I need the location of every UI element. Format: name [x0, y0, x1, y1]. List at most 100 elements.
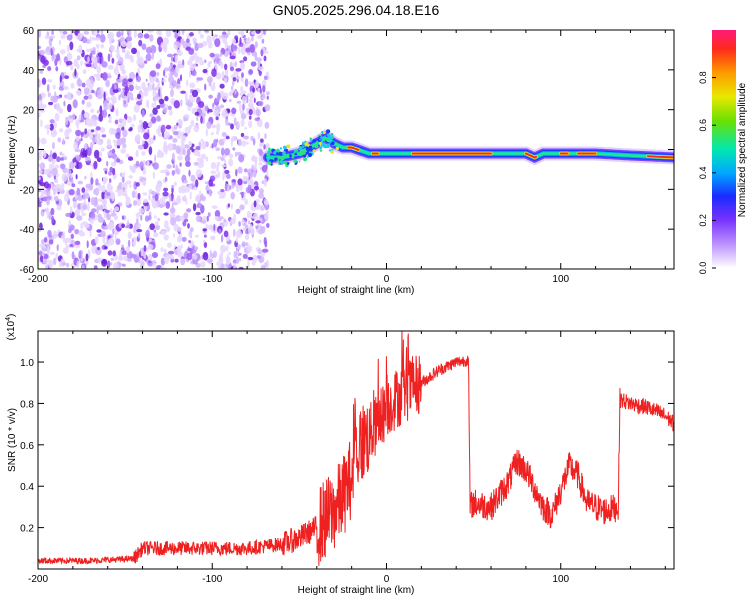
noise-blob	[220, 62, 224, 69]
noise-blob	[227, 203, 230, 208]
noise-blob	[111, 148, 116, 154]
signal-speckle	[303, 157, 308, 162]
noise-blob	[62, 247, 69, 254]
noise-blob	[53, 175, 57, 180]
noise-blob	[154, 97, 157, 107]
noise-blob	[202, 215, 208, 220]
noise-blob	[95, 91, 98, 98]
noise-blob	[66, 167, 70, 175]
noise-blob	[218, 263, 221, 269]
noise-blob	[251, 31, 256, 35]
noise-blob	[217, 190, 222, 196]
noise-blob	[163, 220, 169, 229]
spectrogram-ytick-label: -20	[20, 185, 35, 196]
snr-xlabel: Height of straight line (km)	[298, 585, 415, 596]
noise-blob	[132, 114, 137, 122]
noise-blob	[202, 68, 208, 74]
noise-blob	[144, 60, 148, 64]
noise-blob	[174, 41, 180, 46]
noise-blob	[170, 62, 173, 67]
noise-blob	[107, 53, 111, 62]
noise-blob	[173, 69, 177, 76]
noise-blob	[125, 201, 130, 206]
noise-blob	[56, 244, 59, 252]
signal-speckle	[322, 136, 325, 139]
noise-blob	[239, 37, 242, 45]
noise-blob	[198, 30, 201, 35]
snr-ytick-label: 1.0	[20, 358, 34, 369]
signal-speckle	[280, 160, 285, 165]
noise-blob	[49, 123, 54, 131]
noise-blob	[61, 262, 67, 266]
noise-blob	[153, 203, 159, 208]
noise-blob	[260, 217, 263, 223]
noise-blob	[94, 129, 98, 134]
noise-blob	[264, 121, 270, 129]
noise-blob	[193, 124, 200, 133]
noise-blob	[112, 250, 116, 257]
noise-blob	[171, 56, 173, 62]
noise-blob	[258, 188, 264, 195]
noise-blob	[172, 30, 177, 33]
noise-blob	[204, 83, 207, 91]
noise-blob	[149, 70, 157, 77]
noise-blob	[247, 226, 251, 235]
noise-blob	[135, 75, 142, 83]
noise-blob	[205, 106, 209, 111]
noise-blob	[68, 115, 73, 119]
noise-blob	[137, 233, 141, 239]
noise-blob	[244, 126, 248, 130]
spectrogram-xtick-label: 0	[384, 274, 390, 285]
noise-blob	[42, 209, 45, 213]
noise-blob	[47, 79, 53, 83]
noise-blob	[195, 55, 200, 63]
noise-blob	[45, 189, 51, 197]
noise-blob	[146, 99, 150, 109]
noise-blob	[80, 132, 83, 138]
noise-blob	[47, 156, 54, 162]
noise-blob	[148, 214, 152, 221]
noise-blob	[191, 70, 197, 77]
noise-blob	[109, 115, 112, 121]
colorbar-tick-label: 0.8	[698, 71, 708, 84]
noise-blob	[97, 257, 102, 264]
noise-blob	[173, 233, 176, 238]
noise-blob	[114, 84, 117, 90]
noise-blob	[122, 129, 128, 138]
noise-blob	[137, 192, 141, 200]
noise-blob	[265, 260, 270, 269]
noise-blob	[141, 81, 146, 91]
noise-blob	[262, 30, 267, 35]
signal-speckle	[314, 144, 319, 149]
noise-blob	[91, 89, 95, 94]
noise-blob	[188, 169, 191, 177]
noise-blob	[74, 210, 79, 216]
noise-blob	[83, 87, 90, 96]
noise-blob	[262, 248, 269, 253]
noise-blob	[115, 158, 121, 163]
noise-blob	[224, 63, 228, 70]
noise-blob	[56, 156, 61, 163]
noise-blob	[135, 149, 139, 158]
noise-blob	[230, 88, 235, 93]
signal-speckle	[283, 145, 287, 150]
signal-speckle	[278, 151, 283, 156]
noise-blob	[211, 143, 214, 149]
snr-exponent-base: (x10	[6, 320, 17, 340]
noise-blob	[38, 250, 43, 257]
noise-blob	[38, 176, 41, 181]
noise-blob	[191, 55, 194, 61]
noise-blob	[52, 152, 57, 160]
noise-blob	[211, 205, 218, 209]
noise-blob	[97, 184, 102, 192]
noise-blob	[147, 30, 154, 33]
noise-blob	[94, 37, 101, 41]
noise-blob	[211, 68, 217, 78]
signal-speckle	[326, 133, 330, 137]
noise-blob	[145, 230, 150, 238]
noise-blob	[118, 123, 123, 129]
noise-blob	[112, 209, 116, 215]
noise-blob	[244, 198, 249, 206]
noise-blob	[186, 148, 191, 157]
